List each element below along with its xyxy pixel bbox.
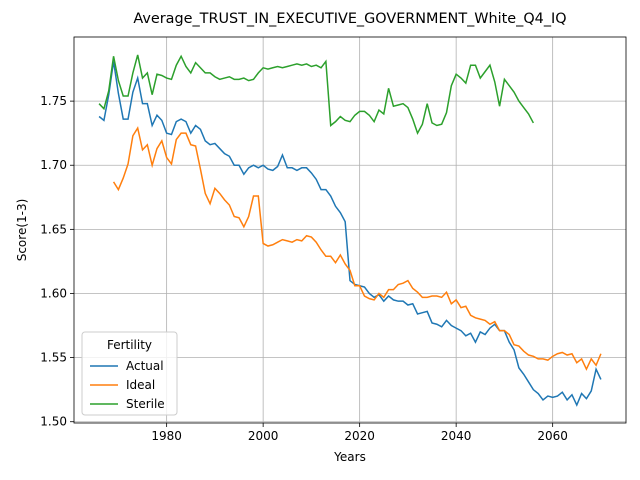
y-tick-label: 1.55	[40, 351, 67, 365]
line-series	[98, 61, 602, 407]
legend-title: Fertility	[107, 338, 152, 352]
x-axis-label: Years	[333, 450, 366, 464]
x-tick-label: 1980	[151, 429, 182, 443]
x-tick-label: 2000	[248, 429, 279, 443]
y-tick-label: 1.50	[40, 415, 67, 429]
x-tick-label: 2060	[537, 429, 568, 443]
plot-frame	[73, 36, 627, 424]
x-tick-label: 2020	[344, 429, 375, 443]
legend-label: Actual	[126, 359, 164, 373]
y-tick-label: 1.75	[40, 94, 67, 108]
line-series	[98, 54, 535, 136]
y-tick-label: 1.70	[40, 158, 67, 172]
legend-label: Sterile	[126, 397, 165, 411]
y-tick-label: 1.60	[40, 286, 67, 300]
y-tick-label: 1.65	[40, 222, 67, 236]
legend-box	[81, 331, 178, 416]
chart-title: Average_TRUST_IN_EXECUTIVE_GOVERNMENT_Wh…	[133, 11, 566, 27]
legend-label: Ideal	[126, 378, 155, 392]
line-series	[112, 126, 602, 371]
y-axis-label: Score(1-3)	[15, 199, 29, 262]
x-tick-label: 2040	[441, 429, 472, 443]
